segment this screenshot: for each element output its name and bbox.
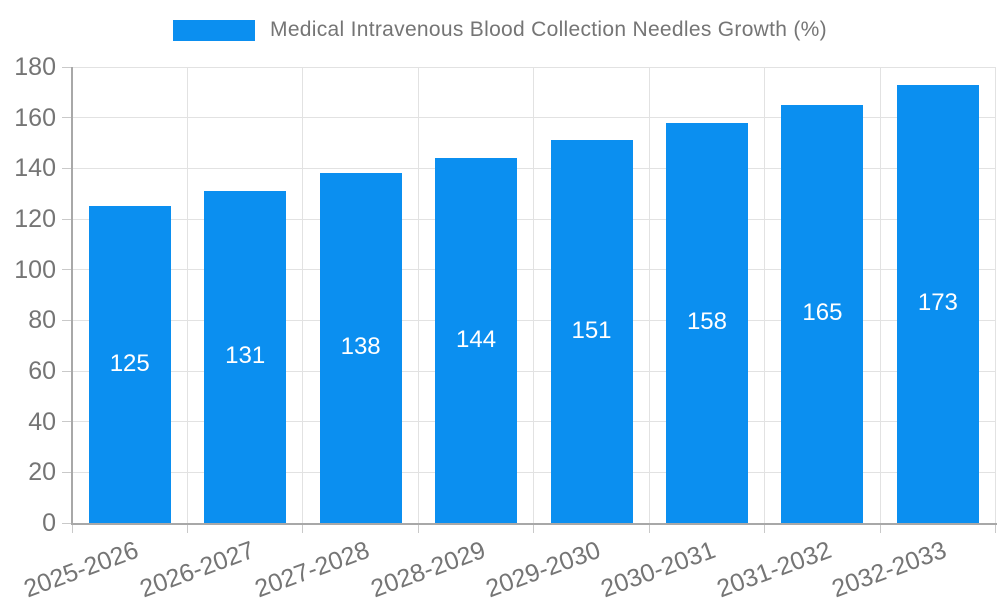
y-axis-line [71, 67, 73, 524]
x-axis-label: 2026-2027 [135, 536, 258, 600]
y-axis-label: 180 [14, 53, 56, 81]
y-axis-tick [62, 66, 72, 68]
y-axis-label: 100 [14, 255, 56, 284]
gridline-v [302, 67, 304, 523]
legend-swatch [173, 19, 256, 41]
legend-label: Medical Intravenous Blood Collection Nee… [270, 18, 827, 41]
x-axis-tick [71, 523, 73, 533]
x-axis-tick [995, 523, 997, 533]
x-axis-tick [879, 523, 881, 533]
bar-2031-2032[interactable]: 165 [781, 105, 864, 523]
gridline-v [995, 67, 997, 523]
x-axis-label: 2025-2026 [20, 536, 143, 600]
y-axis-label: 80 [28, 306, 56, 335]
y-axis-tick [62, 269, 72, 271]
gridline-v [648, 67, 650, 523]
y-axis-tick [62, 370, 72, 372]
bar-value-label: 173 [917, 288, 958, 316]
gridline-v [186, 67, 188, 523]
y-axis-label: 20 [28, 458, 56, 487]
y-axis-tick [62, 218, 72, 220]
bar-value-label: 125 [109, 349, 150, 377]
x-axis-line [71, 523, 997, 525]
bar-value-label: 151 [571, 316, 612, 344]
y-axis-label: 160 [14, 103, 56, 132]
gridline-v [764, 67, 766, 523]
bar-2026-2027[interactable]: 131 [204, 191, 287, 523]
x-axis-tick [648, 523, 650, 533]
bar-2027-2028[interactable]: 138 [319, 173, 402, 523]
bar-2029-2030[interactable]: 151 [550, 140, 633, 523]
y-axis-label: 40 [28, 407, 56, 436]
y-axis-label: 140 [14, 154, 56, 183]
x-axis-tick [764, 523, 766, 533]
x-axis-label: 2030-2031 [597, 536, 720, 600]
bar-value-label: 165 [802, 299, 843, 326]
bar-2030-2031[interactable]: 158 [665, 122, 748, 523]
gridline-v [879, 67, 881, 523]
x-axis-label: 2027-2028 [251, 536, 374, 600]
bar-value-label: 158 [686, 307, 727, 335]
y-axis-label: 60 [28, 357, 56, 385]
bar-2032-2033[interactable]: 173 [896, 84, 979, 523]
x-axis-tick [302, 523, 304, 533]
bar-2025-2026[interactable]: 125 [88, 206, 171, 523]
x-axis-label: 2032-2033 [828, 536, 951, 600]
y-axis-tick [62, 167, 72, 169]
x-axis-label: 2029-2030 [482, 536, 605, 600]
gridline-v [417, 67, 419, 523]
y-axis-label: 0 [42, 509, 56, 537]
x-axis-tick [417, 523, 419, 533]
x-axis-tick [186, 523, 188, 533]
y-axis-tick [62, 522, 72, 524]
x-axis-tick [533, 523, 535, 533]
bar-value-label: 131 [225, 342, 266, 370]
x-axis-label: 2028-2029 [366, 536, 489, 600]
y-axis-label: 120 [14, 205, 56, 233]
bar-value-label: 144 [456, 325, 497, 353]
bar-2028-2029[interactable]: 144 [435, 158, 518, 523]
y-axis-tick [62, 421, 72, 423]
legend[interactable]: Medical Intravenous Blood Collection Nee… [0, 18, 1000, 42]
x-axis-label: 2031-2032 [713, 536, 836, 600]
gridline-v [533, 67, 535, 523]
bar-value-label: 138 [340, 333, 381, 361]
y-axis-tick [62, 117, 72, 119]
y-axis-tick [62, 471, 72, 473]
y-axis-tick [62, 319, 72, 321]
